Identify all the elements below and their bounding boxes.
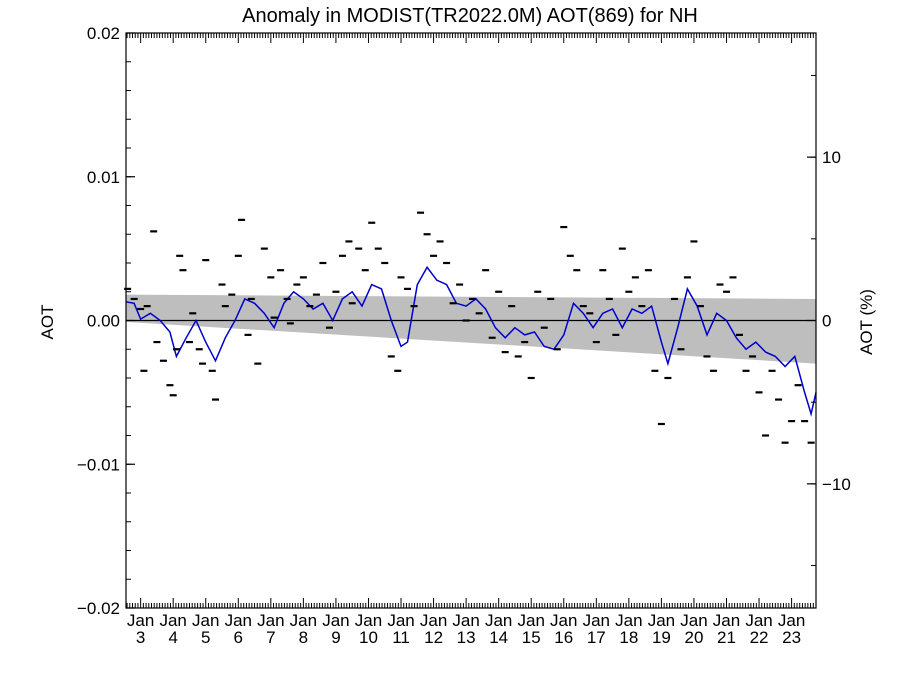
x-tick-year-label: 19 [652, 628, 671, 647]
x-tick-month-label: Jan [745, 611, 772, 630]
x-tick-year-label: 17 [587, 628, 606, 647]
x-tick-year-label: 10 [359, 628, 378, 647]
x-tick-month-label: Jan [550, 611, 577, 630]
x-tick-month-label: Jan [680, 611, 707, 630]
y-axis-label: AOT [38, 305, 57, 340]
smoothed-anomaly-line [125, 265, 817, 417]
x-tick-year-label: 13 [457, 628, 476, 647]
chart-title: Anomaly in MODIST(TR2022.0M) AOT(869) fo… [242, 5, 698, 27]
x-tick-month-label: Jan [159, 611, 186, 630]
y2-tick-label: 0 [822, 312, 831, 331]
x-tick-month-label: Jan [322, 611, 349, 630]
y2-tick-label: 10 [822, 148, 841, 167]
x-tick-year-label: 9 [331, 628, 340, 647]
monthly-points-layer [124, 211, 815, 444]
x-tick-month-label: Jan [127, 611, 154, 630]
smoothed-line-layer [125, 265, 817, 417]
y-tick-label: 0.02 [87, 24, 120, 43]
x-tick-month-label: Jan [778, 611, 805, 630]
x-tick-year-label: 6 [234, 628, 243, 647]
x-tick-month-label: Jan [452, 611, 479, 630]
x-tick-year-label: 3 [136, 628, 145, 647]
x-tick-year-label: 5 [201, 628, 210, 647]
y-tick-label: 0.01 [87, 168, 120, 187]
x-tick-month-label: Jan [420, 611, 447, 630]
x-tick-year-label: 21 [717, 628, 736, 647]
y-tick-label: 0.00 [87, 312, 120, 331]
x-tick-month-label: Jan [518, 611, 545, 630]
x-tick-year-label: 15 [522, 628, 541, 647]
axes-layer: 0.020.010.00−0.01−0.02100−10Jan3Jan4Jan5… [77, 24, 851, 647]
x-tick-year-label: 23 [782, 628, 801, 647]
x-tick-year-label: 22 [750, 628, 769, 647]
x-tick-month-label: Jan [257, 611, 284, 630]
x-tick-year-label: 20 [684, 628, 703, 647]
x-tick-year-label: 4 [168, 628, 177, 647]
x-tick-month-label: Jan [225, 611, 252, 630]
x-tick-month-label: Jan [713, 611, 740, 630]
x-tick-month-label: Jan [387, 611, 414, 630]
x-tick-year-label: 11 [392, 628, 410, 647]
y2-tick-label: −10 [822, 475, 851, 494]
x-tick-month-label: Jan [355, 611, 382, 630]
y-tick-label: −0.02 [77, 599, 120, 618]
y2-axis-label: AOT (%) [857, 289, 876, 355]
x-tick-year-label: 16 [554, 628, 573, 647]
x-tick-month-label: Jan [290, 611, 317, 630]
x-tick-month-label: Jan [192, 611, 219, 630]
x-tick-month-label: Jan [615, 611, 642, 630]
y-tick-label: −0.01 [77, 455, 120, 474]
x-tick-month-label: Jan [485, 611, 512, 630]
x-tick-year-label: 12 [424, 628, 443, 647]
x-tick-year-label: 7 [266, 628, 275, 647]
x-tick-year-label: 8 [299, 628, 308, 647]
x-tick-year-label: 18 [619, 628, 638, 647]
x-tick-month-label: Jan [648, 611, 675, 630]
x-tick-year-label: 14 [489, 628, 508, 647]
x-tick-month-label: Jan [583, 611, 610, 630]
